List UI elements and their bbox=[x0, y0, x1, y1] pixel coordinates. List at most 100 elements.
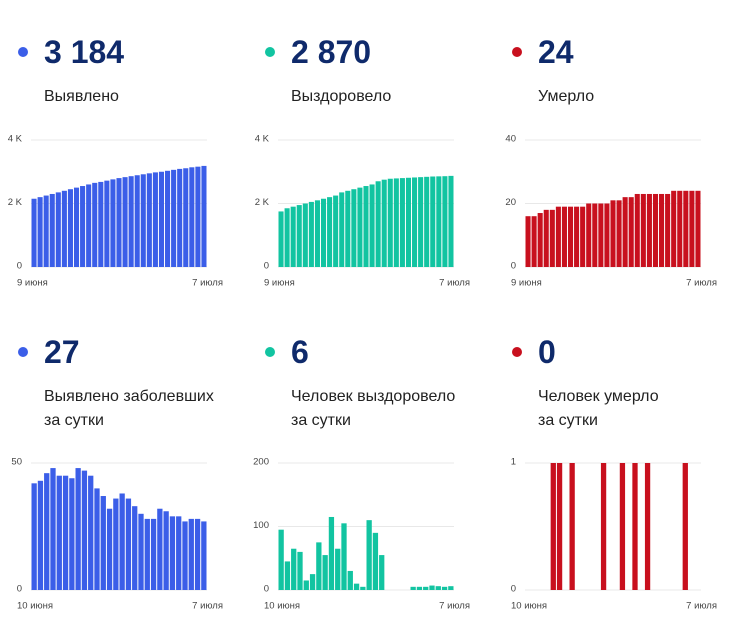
bar bbox=[75, 468, 81, 590]
bar bbox=[309, 574, 316, 590]
x-tick-label: 10 июня bbox=[17, 601, 53, 612]
y-tick-label: 20 bbox=[505, 197, 516, 208]
bar bbox=[619, 463, 626, 590]
bar bbox=[634, 193, 640, 267]
bar bbox=[296, 205, 302, 267]
bar bbox=[436, 176, 442, 267]
bar bbox=[369, 184, 375, 267]
bar bbox=[628, 197, 634, 267]
bar bbox=[37, 197, 43, 267]
bar bbox=[290, 206, 296, 267]
bar bbox=[157, 508, 163, 590]
bar bbox=[683, 190, 689, 267]
bar bbox=[80, 186, 86, 267]
bar bbox=[360, 586, 366, 590]
legend-dot bbox=[512, 47, 522, 57]
bar bbox=[353, 583, 360, 590]
x-tick-label: 9 июня bbox=[511, 278, 542, 289]
bar bbox=[88, 475, 94, 590]
bar bbox=[163, 511, 169, 590]
bar bbox=[303, 580, 309, 590]
bar bbox=[291, 548, 297, 590]
bar bbox=[150, 518, 157, 590]
bar bbox=[113, 498, 119, 590]
bar bbox=[278, 529, 284, 590]
y-tick-label: 50 bbox=[11, 457, 22, 468]
x-tick-label: 10 июня bbox=[264, 601, 300, 612]
bar bbox=[632, 463, 638, 590]
bar bbox=[335, 548, 341, 590]
bar bbox=[423, 586, 429, 590]
x-tick-label: 10 июня bbox=[511, 601, 547, 612]
bar bbox=[399, 178, 405, 267]
bar bbox=[339, 192, 345, 267]
bar bbox=[86, 184, 92, 267]
bar bbox=[297, 551, 303, 590]
bar bbox=[31, 198, 37, 267]
bar bbox=[308, 201, 314, 267]
bar bbox=[138, 513, 144, 590]
bar bbox=[55, 192, 61, 267]
headline-label: Выздоровело bbox=[291, 88, 392, 105]
headline-value: 24 bbox=[538, 34, 574, 70]
bar bbox=[140, 174, 146, 267]
bar bbox=[375, 181, 381, 267]
bar bbox=[169, 516, 176, 590]
bar bbox=[555, 206, 561, 267]
bar bbox=[106, 508, 113, 590]
bar bbox=[424, 176, 430, 267]
bar bbox=[640, 193, 646, 267]
headline-value: 2 870 bbox=[291, 34, 372, 70]
x-tick-label: 7 июля bbox=[439, 601, 470, 612]
bar bbox=[134, 175, 140, 267]
legend-dot bbox=[265, 47, 275, 57]
bar bbox=[61, 190, 67, 267]
bar bbox=[345, 190, 351, 267]
bar bbox=[561, 206, 567, 267]
headline-value: 27 bbox=[44, 334, 80, 370]
bar bbox=[341, 523, 347, 590]
bar bbox=[81, 470, 88, 590]
bar bbox=[116, 178, 122, 267]
bar bbox=[646, 193, 652, 267]
bar bbox=[195, 166, 201, 267]
bar bbox=[125, 498, 132, 590]
y-tick-label: 4 K bbox=[8, 134, 23, 145]
bar bbox=[183, 168, 189, 267]
bar bbox=[98, 181, 104, 267]
bar bbox=[201, 165, 207, 267]
bar bbox=[586, 203, 592, 267]
bar bbox=[387, 178, 393, 267]
bar bbox=[393, 178, 399, 267]
legend-dot bbox=[18, 47, 28, 57]
bar bbox=[580, 206, 586, 267]
y-tick-label: 100 bbox=[253, 520, 269, 531]
bar bbox=[442, 176, 448, 267]
bar bbox=[322, 555, 328, 590]
bar bbox=[543, 209, 549, 267]
y-tick-label: 0 bbox=[264, 261, 269, 272]
bar bbox=[537, 213, 543, 267]
bar bbox=[44, 473, 50, 590]
bar bbox=[43, 195, 49, 267]
bar bbox=[556, 463, 563, 590]
bar bbox=[689, 190, 695, 267]
bar bbox=[201, 521, 207, 590]
x-tick-label: 7 июля bbox=[439, 278, 470, 289]
bar bbox=[316, 542, 322, 590]
bar bbox=[100, 496, 106, 590]
headline-label: Умерло bbox=[538, 88, 595, 105]
bar bbox=[671, 190, 677, 267]
legend-dot bbox=[18, 347, 28, 357]
bar bbox=[574, 206, 580, 267]
bar bbox=[592, 203, 598, 267]
bar bbox=[146, 173, 152, 267]
bar bbox=[659, 193, 665, 267]
bar bbox=[333, 195, 339, 267]
headline-value: 0 bbox=[538, 334, 556, 370]
bar bbox=[320, 198, 327, 267]
bar bbox=[278, 211, 284, 267]
bar bbox=[347, 570, 353, 590]
bar bbox=[132, 506, 138, 590]
